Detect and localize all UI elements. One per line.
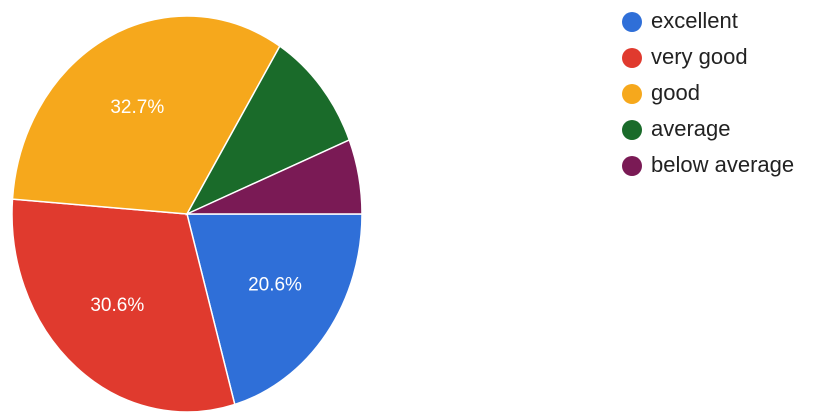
legend-swatch-below-average xyxy=(622,156,642,176)
legend-item-very-good: very good xyxy=(622,44,748,69)
legend-swatch-good xyxy=(622,84,642,104)
legend-item-good: good xyxy=(622,80,700,105)
legend-label-excellent: excellent xyxy=(651,8,738,33)
legend-swatch-very-good xyxy=(622,48,642,68)
slice-label-very-good: 30.6% xyxy=(90,295,144,316)
legend-label-very-good: very good xyxy=(651,44,748,69)
legend-item-below-average: below average xyxy=(622,152,794,177)
legend-label-below-average: below average xyxy=(651,152,794,177)
legend-item-average: average xyxy=(622,116,731,141)
legend-swatch-excellent xyxy=(622,12,642,32)
slice-label-excellent: 20.6% xyxy=(248,275,302,296)
legend-item-excellent: excellent xyxy=(622,8,738,33)
legend-label-good: good xyxy=(651,80,700,105)
pie-slices xyxy=(12,16,362,412)
legend: excellent very good good average below avera… xyxy=(622,8,794,177)
slice-label-good: 32.7% xyxy=(110,97,164,118)
legend-label-average: average xyxy=(651,116,731,141)
legend-swatch-average xyxy=(622,120,642,140)
